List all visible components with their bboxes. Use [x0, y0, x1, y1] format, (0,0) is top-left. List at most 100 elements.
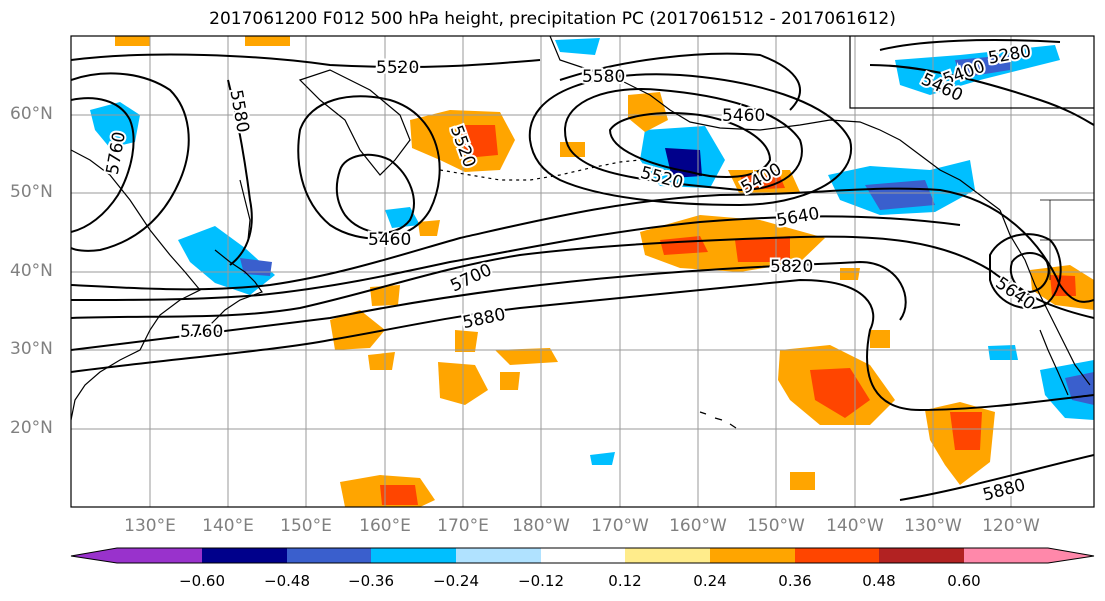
precip-positive-area [840, 268, 860, 280]
lat-label: 30°N [10, 339, 53, 359]
contour-5400-ne [869, 64, 1094, 126]
lon-label: 140°E [202, 516, 254, 536]
lon-label: 150°W [747, 516, 805, 536]
lon-label: 150°E [280, 516, 332, 536]
contour-label: 5460 [722, 106, 765, 126]
precip-positive-area [495, 348, 558, 365]
colorbar-tick-label: −0.36 [348, 572, 394, 590]
colorbar-tick-label: 0.36 [778, 572, 812, 590]
colorbar-seg-2 [287, 548, 371, 563]
map-gridlines [71, 36, 1094, 507]
colorbar-tick-label: −0.48 [264, 572, 310, 590]
precip-positive-area [245, 36, 290, 46]
colorbar-tick-label: −0.60 [179, 572, 225, 590]
colorbar-tick-label: 0.48 [862, 572, 896, 590]
lon-label: 170°E [437, 516, 489, 536]
kamchatka-coastline [298, 69, 411, 176]
contour-label: 5580 [582, 67, 625, 87]
colorbar-seg-9 [879, 548, 964, 563]
colorbar-tick-label: 0.60 [947, 572, 981, 590]
contour-5460-low [335, 153, 415, 234]
colorbar-seg-10 [1048, 548, 1094, 563]
contour-5640 [71, 187, 1094, 303]
precipitation-shading [90, 36, 1094, 507]
contour-west-5700 [71, 97, 135, 233]
colorbar-tick-label: 0.24 [693, 572, 727, 590]
contour-5580 [227, 79, 253, 266]
colorbar-tick-label: 0.12 [608, 572, 642, 590]
precip-positive-area [418, 220, 440, 236]
lon-label: 130°W [904, 516, 962, 536]
contour-5820 [71, 260, 907, 351]
colorbar-seg-6 [625, 548, 710, 563]
precip-negative-core [865, 180, 935, 210]
colorbar [70, 547, 1095, 564]
precip-negative-core [665, 148, 702, 178]
contour-5460 [297, 95, 441, 240]
asia-coastline [71, 149, 201, 421]
hawaii-islands [699, 411, 737, 429]
precip-positive-core [1050, 275, 1076, 296]
precip-positive-core [380, 485, 418, 505]
colorbar-tick-label: −0.24 [433, 572, 479, 590]
lat-label: 20°N [10, 418, 53, 438]
contour-5460-alaska [563, 88, 803, 192]
contour-label: 5760 [180, 322, 223, 342]
lon-label: 170°W [591, 516, 649, 536]
colorbar-seg-8 [795, 548, 879, 563]
contour-label: 5580 [225, 88, 252, 134]
lon-label: 130°E [124, 516, 176, 536]
precip-negative-area [590, 452, 615, 465]
map-frame [70, 35, 1095, 508]
contour-5880 [71, 278, 1094, 412]
lon-label: 160°W [669, 516, 727, 536]
lon-label: 140°W [826, 516, 884, 536]
colorbar-seg-10-body [964, 548, 1048, 563]
precip-negative-area [178, 226, 275, 295]
contour-5400 [608, 112, 772, 178]
contour-label: 5880 [461, 305, 507, 334]
contour-cutoff-low [989, 233, 1062, 310]
colorbar-seg-5 [541, 548, 625, 563]
lon-label: 160°E [359, 516, 411, 536]
contour-5520-alaska [528, 73, 853, 207]
precip-negative-area [90, 102, 140, 148]
precip-positive-area [330, 310, 385, 350]
baja-coastline [1039, 329, 1069, 396]
contour-5880-se [899, 454, 1094, 501]
colorbar-tick-label: −0.12 [518, 572, 564, 590]
colorbar-seg-0-body [117, 548, 202, 563]
contour-5760 [71, 235, 1094, 319]
precip-positive-core [740, 175, 785, 190]
contour-5280 [879, 39, 1061, 51]
japan-coastline [204, 249, 263, 331]
contour-5700 [71, 215, 961, 301]
lon-label: 180°W [512, 516, 570, 536]
contour-label: 5520 [376, 58, 419, 78]
alaska-coastline [549, 36, 1001, 211]
colorbar-outline [70, 547, 1095, 564]
precip-negative-core [240, 258, 272, 276]
precip-positive-area [115, 36, 150, 46]
lat-label: 40°N [10, 261, 53, 281]
contour-label: 5640 [775, 204, 821, 231]
colorbar-seg-3 [371, 548, 456, 563]
precip-positive-area [790, 472, 815, 490]
contour-5580-b [559, 52, 801, 111]
aleutian-chain [439, 159, 641, 181]
contour-cutoff-inner [1010, 252, 1050, 294]
precip-positive-core [460, 125, 498, 158]
precip-negative-area [385, 207, 420, 228]
lat-label: 60°N [10, 104, 53, 124]
colorbar-seg-7 [710, 548, 795, 563]
contour-label: 5820 [770, 257, 813, 277]
canada-border [849, 36, 1094, 109]
lon-label: 120°W [982, 516, 1040, 536]
contour-label: 5880 [981, 475, 1028, 506]
precip-positive-area [560, 142, 585, 157]
contour-5520 [71, 53, 541, 69]
colorbar-seg-1 [202, 548, 287, 563]
lat-label: 50°N [10, 182, 53, 202]
precip-negative-core [955, 55, 1010, 78]
